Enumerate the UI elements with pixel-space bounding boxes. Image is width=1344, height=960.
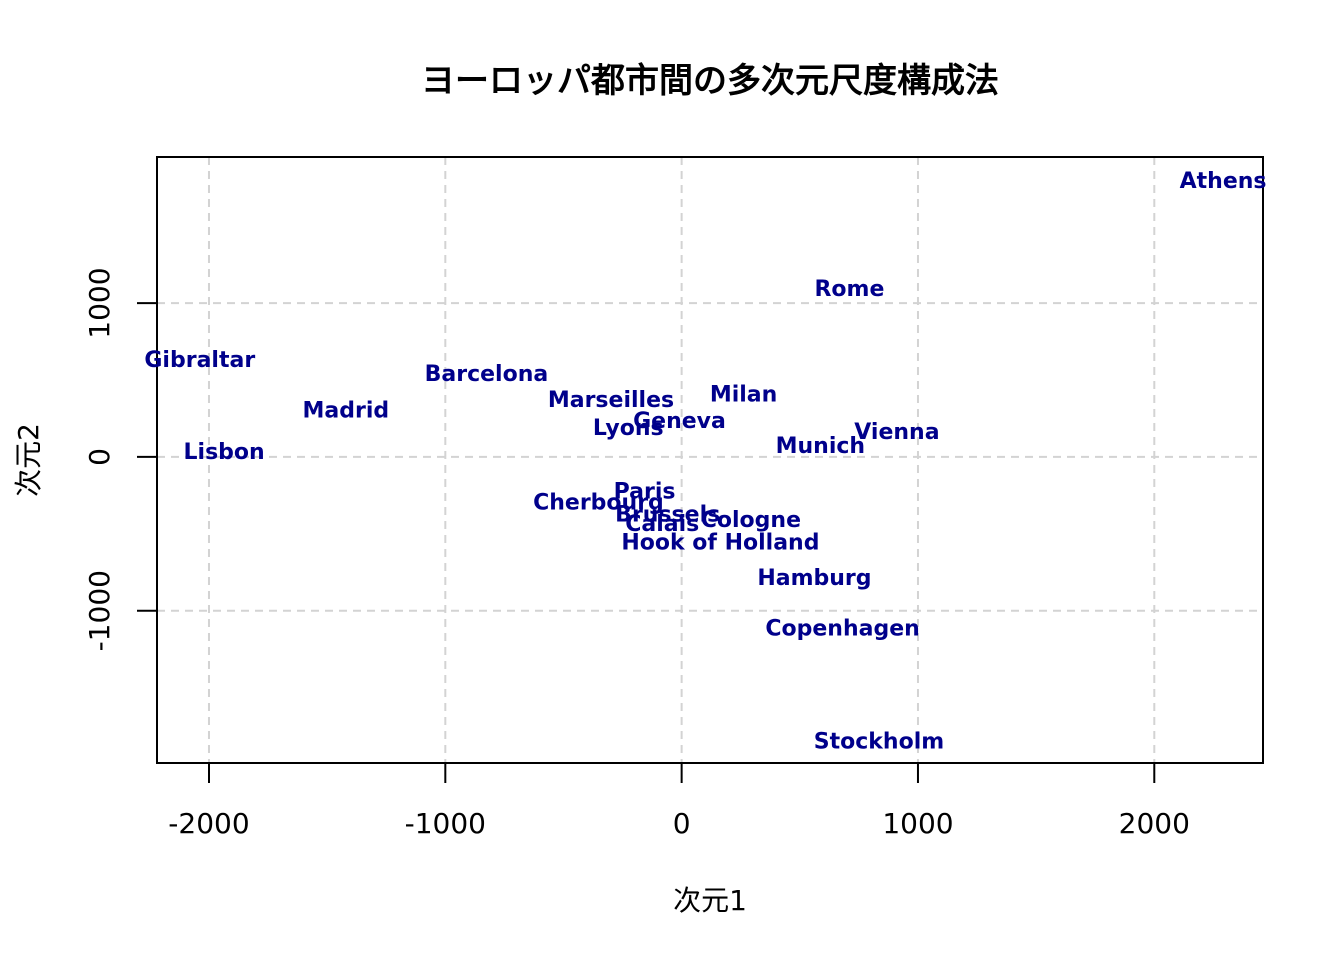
city-label-1: Barcelona bbox=[425, 362, 549, 387]
city-label-7: Geneva bbox=[633, 409, 726, 434]
x-tick-label-1: -1000 bbox=[405, 807, 486, 840]
city-label-19: Stockholm bbox=[814, 730, 944, 755]
x-tick-label-2: 0 bbox=[673, 807, 691, 840]
x-tick-label-4: 2000 bbox=[1119, 807, 1190, 840]
city-label-14: Marseilles bbox=[548, 388, 674, 413]
city-label-5: Cologne bbox=[701, 508, 801, 533]
city-label-4: Cherbourg bbox=[533, 491, 664, 516]
y-tick-label-0: -1000 bbox=[83, 570, 116, 651]
city-label-17: Paris bbox=[614, 480, 676, 505]
city-label-6: Copenhagen bbox=[765, 616, 919, 641]
x-tick-label-0: -2000 bbox=[168, 807, 249, 840]
plot-frame bbox=[156, 156, 1264, 764]
y-tick-label-1: 0 bbox=[83, 448, 116, 466]
city-label-0: Athens bbox=[1180, 169, 1267, 194]
city-label-18: Rome bbox=[814, 277, 884, 302]
city-label-10: Hook of Holland bbox=[621, 530, 819, 555]
x-axis-label: 次元1 bbox=[673, 884, 747, 917]
y-axis: -1000 0 1000 bbox=[83, 267, 158, 651]
x-tick-label-3: 1000 bbox=[882, 807, 953, 840]
city-label-3: Calais bbox=[625, 512, 699, 537]
city-label-15: Milan bbox=[710, 383, 777, 408]
x-axis: -2000 -1000 0 1000 2000 bbox=[168, 762, 1190, 840]
city-label-16: Munich bbox=[776, 434, 865, 459]
city-label-11: Lisbon bbox=[184, 440, 265, 465]
grid-lines bbox=[157, 157, 1263, 763]
city-label-13: Madrid bbox=[303, 399, 390, 424]
y-tick-label-2: 1000 bbox=[83, 267, 116, 338]
city-label-8: Gibraltar bbox=[144, 348, 255, 373]
y-axis-label: 次元2 bbox=[12, 423, 45, 497]
city-label-9: Hamburg bbox=[757, 566, 871, 591]
chart-title: ヨーロッパ都市間の多次元尺度構成法 bbox=[421, 61, 999, 101]
city-label-2: Brussels bbox=[615, 502, 720, 527]
city-label-12: Lyons bbox=[593, 416, 664, 441]
city-label-20: Vienna bbox=[854, 420, 939, 445]
